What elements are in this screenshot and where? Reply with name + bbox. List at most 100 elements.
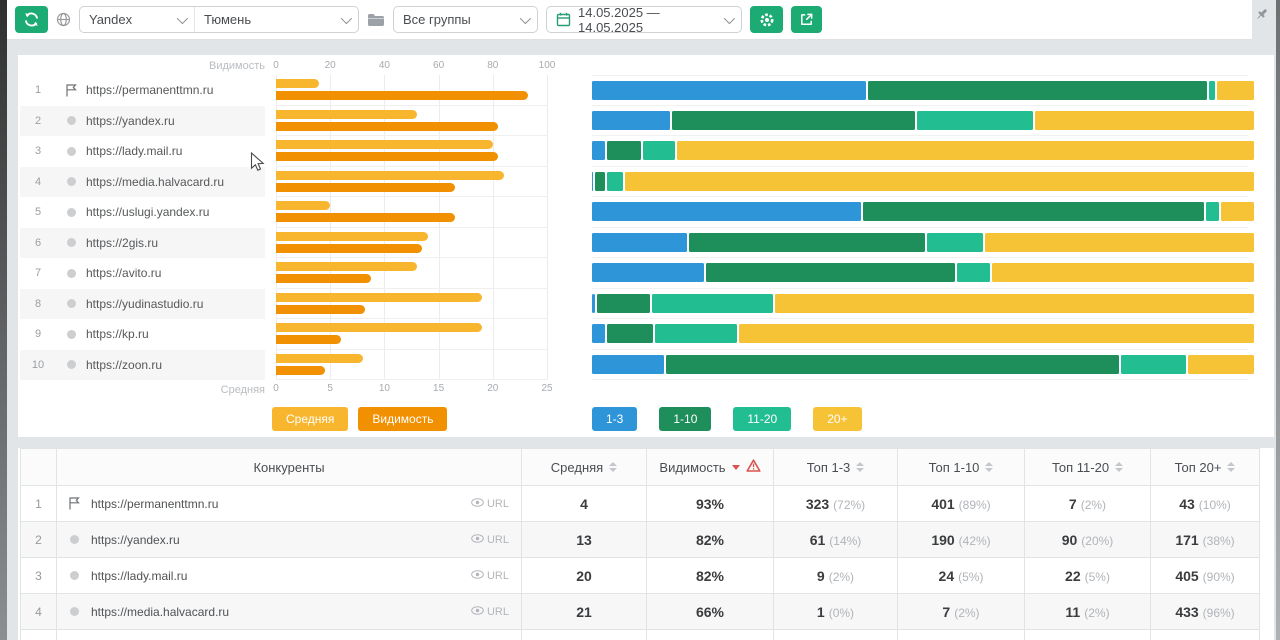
visibility-bar[interactable] xyxy=(276,182,455,192)
segment-11-20[interactable] xyxy=(1209,80,1216,100)
column-header[interactable]: Топ 1-10 xyxy=(897,448,1025,486)
competitor-url[interactable]: https://2gis.ru xyxy=(86,235,159,250)
visibility-bar[interactable] xyxy=(276,213,455,222)
url-preview-link[interactable]: URL xyxy=(471,606,509,618)
sort-icon[interactable] xyxy=(985,462,994,472)
segment-1-3[interactable] xyxy=(592,263,704,283)
sort-icon[interactable] xyxy=(1227,462,1236,472)
visibility-bar[interactable] xyxy=(276,243,423,253)
segment-1-10[interactable] xyxy=(607,141,642,161)
average-bar[interactable] xyxy=(276,262,417,271)
segment-1-10[interactable] xyxy=(862,202,1205,222)
segment-20+[interactable] xyxy=(775,293,1254,313)
segment-11-20[interactable] xyxy=(1206,202,1220,222)
segment-11-20[interactable] xyxy=(917,110,1033,130)
segment-20+[interactable] xyxy=(676,141,1254,161)
visibility-bar[interactable] xyxy=(276,91,529,100)
segment-1-3[interactable] xyxy=(592,354,665,374)
region-select[interactable]: Тюмень xyxy=(195,7,358,32)
segment-11-20[interactable] xyxy=(1120,354,1187,374)
segment-20+[interactable] xyxy=(1034,110,1254,130)
competitor-url[interactable]: https://avito.ru xyxy=(86,266,162,281)
legend-button-1-3[interactable]: 1-3 xyxy=(592,407,638,431)
segment-1-3[interactable] xyxy=(592,80,866,100)
segment-1-10[interactable] xyxy=(595,171,606,191)
competitor-url[interactable]: https://lady.mail.ru xyxy=(86,144,183,159)
segment-11-20[interactable] xyxy=(655,324,738,344)
competitor-row[interactable]: 10 https://zoon.ru xyxy=(20,349,265,380)
segment-20+[interactable] xyxy=(1221,202,1254,222)
groups-select[interactable]: Все группы xyxy=(393,6,538,33)
refresh-button[interactable] xyxy=(15,6,48,33)
competitor-url[interactable]: https://permanenttmn.ru xyxy=(86,83,214,98)
competitor-url[interactable]: https://media.halvacard.ru xyxy=(86,174,225,189)
competitor-row[interactable]: 5 https://uslugi.yandex.ru xyxy=(20,197,265,228)
visibility-bar[interactable] xyxy=(276,121,499,131)
url-preview-link[interactable]: URL xyxy=(471,534,509,546)
average-bar[interactable] xyxy=(276,109,417,119)
visibility-bar[interactable] xyxy=(276,304,366,314)
settings-button[interactable] xyxy=(750,6,783,33)
segment-20+[interactable] xyxy=(1217,80,1254,100)
visibility-bar[interactable] xyxy=(276,365,325,375)
visibility-bar[interactable] xyxy=(276,274,371,283)
average-bar[interactable] xyxy=(276,201,331,210)
average-bar[interactable] xyxy=(276,323,482,332)
visibility-bar[interactable] xyxy=(276,335,342,344)
competitor-url[interactable]: https://uslugi.yandex.ru xyxy=(86,205,210,220)
segment-1-3[interactable] xyxy=(592,232,688,252)
legend-button-11-20[interactable]: 11-20 xyxy=(733,407,792,431)
segment-1-10[interactable] xyxy=(597,293,650,313)
column-header[interactable]: Топ 1-3 xyxy=(773,448,898,486)
warning-icon[interactable] xyxy=(745,459,761,475)
average-bar[interactable] xyxy=(276,231,428,241)
competitor-row[interactable]: 9 https://kp.ru xyxy=(20,319,265,350)
column-header[interactable]: Средняя xyxy=(521,448,647,486)
segment-1-10[interactable] xyxy=(867,80,1208,100)
pin-icon[interactable] xyxy=(1254,6,1270,27)
segment-11-20[interactable] xyxy=(956,263,990,283)
competitor-url[interactable]: https://yudinastudio.ru xyxy=(86,296,204,311)
column-header[interactable]: Топ 20+ xyxy=(1150,448,1260,486)
row-url[interactable]: https://media.halvacard.ru xyxy=(91,604,230,619)
segment-1-3[interactable] xyxy=(592,110,671,130)
segment-1-10[interactable] xyxy=(666,354,1119,374)
sort-icon[interactable] xyxy=(1115,462,1124,472)
legend-button-Видимость[interactable]: Видимость xyxy=(358,407,448,431)
row-url[interactable]: https://permanenttmn.ru xyxy=(91,496,219,511)
competitor-row[interactable]: 2 https://yandex.ru xyxy=(20,105,265,136)
sort-icon[interactable] xyxy=(856,462,865,472)
average-bar[interactable] xyxy=(276,79,320,88)
segment-1-3[interactable] xyxy=(592,171,594,191)
segment-20+[interactable] xyxy=(1188,354,1254,374)
legend-button-1-10[interactable]: 1-10 xyxy=(659,407,712,431)
competitor-row[interactable]: 4 https://media.halvacard.ru xyxy=(20,166,265,197)
average-bar[interactable] xyxy=(276,292,482,302)
segment-20+[interactable] xyxy=(624,171,1254,191)
segment-11-20[interactable] xyxy=(607,171,623,191)
segment-1-3[interactable] xyxy=(592,141,606,161)
segment-20+[interactable] xyxy=(739,324,1254,344)
competitor-url[interactable]: https://yandex.ru xyxy=(86,113,175,128)
average-bar[interactable] xyxy=(276,353,363,363)
legend-button-20+[interactable]: 20+ xyxy=(813,407,862,431)
url-preview-link[interactable]: URL xyxy=(471,570,509,582)
segment-1-3[interactable] xyxy=(592,324,606,344)
segment-11-20[interactable] xyxy=(651,293,774,313)
average-bar[interactable] xyxy=(276,170,504,180)
sort-icon[interactable] xyxy=(609,462,618,472)
competitor-url[interactable]: https://kp.ru xyxy=(86,327,149,342)
competitor-row[interactable]: 6 https://2gis.ru xyxy=(20,227,265,258)
legend-button-Средняя[interactable]: Средняя xyxy=(272,407,349,431)
competitor-row[interactable]: 1 https://permanenttmn.ru xyxy=(20,75,265,106)
segment-1-10[interactable] xyxy=(705,263,955,283)
segment-20+[interactable] xyxy=(985,232,1254,252)
competitor-row[interactable]: 7 https://avito.ru xyxy=(20,258,265,289)
competitor-row[interactable]: 8 https://yudinastudio.ru xyxy=(20,288,265,319)
row-url[interactable]: https://yandex.ru xyxy=(91,532,180,547)
segment-11-20[interactable] xyxy=(643,141,675,161)
segment-11-20[interactable] xyxy=(927,232,984,252)
url-preview-link[interactable]: URL xyxy=(471,498,509,510)
segment-1-10[interactable] xyxy=(689,232,926,252)
segment-1-10[interactable] xyxy=(607,324,654,344)
